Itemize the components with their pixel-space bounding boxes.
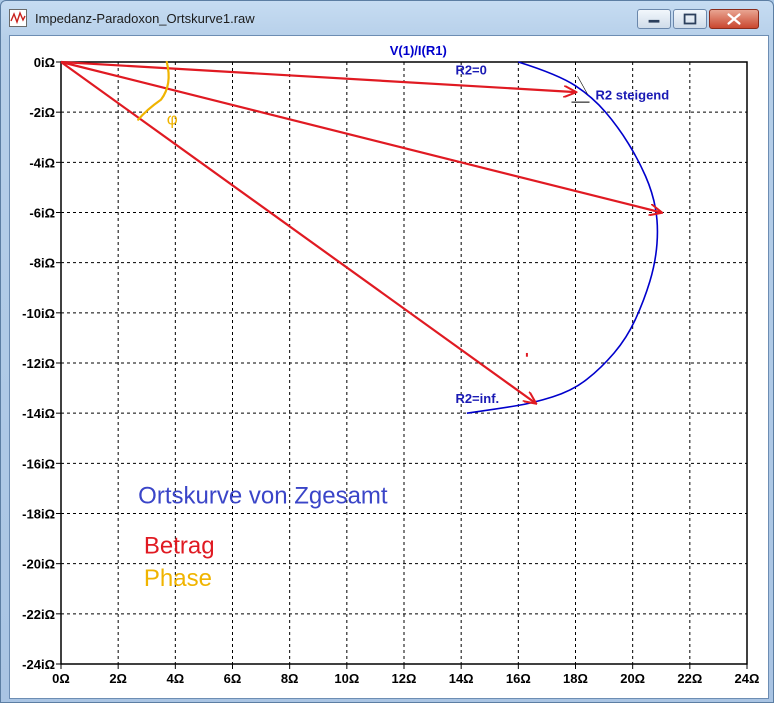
x-tick-label: 0Ω xyxy=(52,671,70,686)
y-axis-ticks: 0iΩ -2iΩ -4iΩ -6iΩ -8iΩ -10iΩ -12iΩ -14iΩ -16iΩ -… xyxy=(22,55,61,672)
x-axis-ticks: 0Ω 2Ω 4Ω 6Ω 8Ω 10Ω 12Ω 14Ω 16Ω 18Ω 20Ω 22Ω 24Ω xyxy=(52,664,759,686)
label-r2-increasing: R2 steigend xyxy=(596,88,670,103)
minimize-icon xyxy=(648,19,660,23)
phasor-arrows xyxy=(60,60,661,403)
note-phase: Phase xyxy=(144,565,212,592)
y-tick-label: -8iΩ xyxy=(29,256,55,271)
y-tick-label: -14iΩ xyxy=(22,406,55,421)
phasor-arrow xyxy=(60,61,535,403)
plot-area[interactable]: 0Ω 2Ω 4Ω 6Ω 8Ω 10Ω 12Ω 14Ω 16Ω 18Ω 20Ω 22Ω 24Ω 0iΩ -2… xyxy=(9,35,769,699)
locus-curve xyxy=(466,61,659,414)
x-tick-label: 4Ω xyxy=(167,671,185,686)
x-tick-label: 22Ω xyxy=(677,671,702,686)
x-tick-label: 10Ω xyxy=(334,671,359,686)
close-button[interactable] xyxy=(709,9,759,29)
y-tick-label: -10iΩ xyxy=(22,306,55,321)
phasor-arrow xyxy=(60,60,576,92)
x-tick-label: 24Ω xyxy=(735,671,760,686)
phasor-arrow xyxy=(60,60,661,213)
x-tick-label: 12Ω xyxy=(392,671,417,686)
locus-curve-line xyxy=(466,61,659,414)
close-icon xyxy=(727,13,741,25)
y-tick-label: -18iΩ xyxy=(22,507,55,522)
maximize-icon xyxy=(683,13,697,25)
minimize-button[interactable] xyxy=(637,9,671,29)
y-tick-label: -4iΩ xyxy=(29,155,55,170)
x-tick-label: 16Ω xyxy=(506,671,531,686)
x-tick-label: 14Ω xyxy=(449,671,474,686)
x-tick-label: 8Ω xyxy=(281,671,299,686)
label-r2-inf: R2=inf. xyxy=(455,391,499,406)
x-tick-label: 6Ω xyxy=(224,671,242,686)
direction-tick xyxy=(577,75,588,95)
window-title: Impedanz-Paradoxon_Ortskurve1.raw xyxy=(35,11,255,26)
maximize-button[interactable] xyxy=(673,9,707,29)
x-tick-label: 20Ω xyxy=(620,671,645,686)
label-phase-symbol: φ xyxy=(167,110,178,129)
note-magnitude: Betrag xyxy=(144,533,215,560)
annotations: R2=0 R2 steigend R2=inf. φ Ortskurve von… xyxy=(138,63,669,593)
waveform-viewer-icon xyxy=(9,9,27,27)
label-r2-zero: R2=0 xyxy=(455,63,486,78)
title-bar[interactable]: Impedanz-Paradoxon_Ortskurve1.raw xyxy=(1,1,773,35)
phase-angle-marker xyxy=(137,60,528,357)
y-tick-label: -20iΩ xyxy=(22,557,55,572)
phase-angle-arc xyxy=(137,60,170,121)
y-tick-label: -22iΩ xyxy=(22,607,55,622)
grid xyxy=(61,62,747,664)
y-tick-label: -24iΩ xyxy=(22,657,55,672)
y-tick-label: -16iΩ xyxy=(22,456,55,471)
impedance-locus-chart: 0Ω 2Ω 4Ω 6Ω 8Ω 10Ω 12Ω 14Ω 16Ω 18Ω 20Ω 22Ω 24Ω 0iΩ -2… xyxy=(22,43,759,686)
y-tick-label: -12iΩ xyxy=(22,356,55,371)
chart-title: V(1)/I(R1) xyxy=(390,43,447,58)
y-tick-label: 0iΩ xyxy=(34,55,55,70)
x-tick-label: 2Ω xyxy=(109,671,127,686)
x-tick-label: 18Ω xyxy=(563,671,588,686)
y-tick-label: -6iΩ xyxy=(29,206,55,221)
y-tick-label: -2iΩ xyxy=(29,105,55,120)
note-locus-title: Ortskurve von Zgesamt xyxy=(138,482,388,509)
